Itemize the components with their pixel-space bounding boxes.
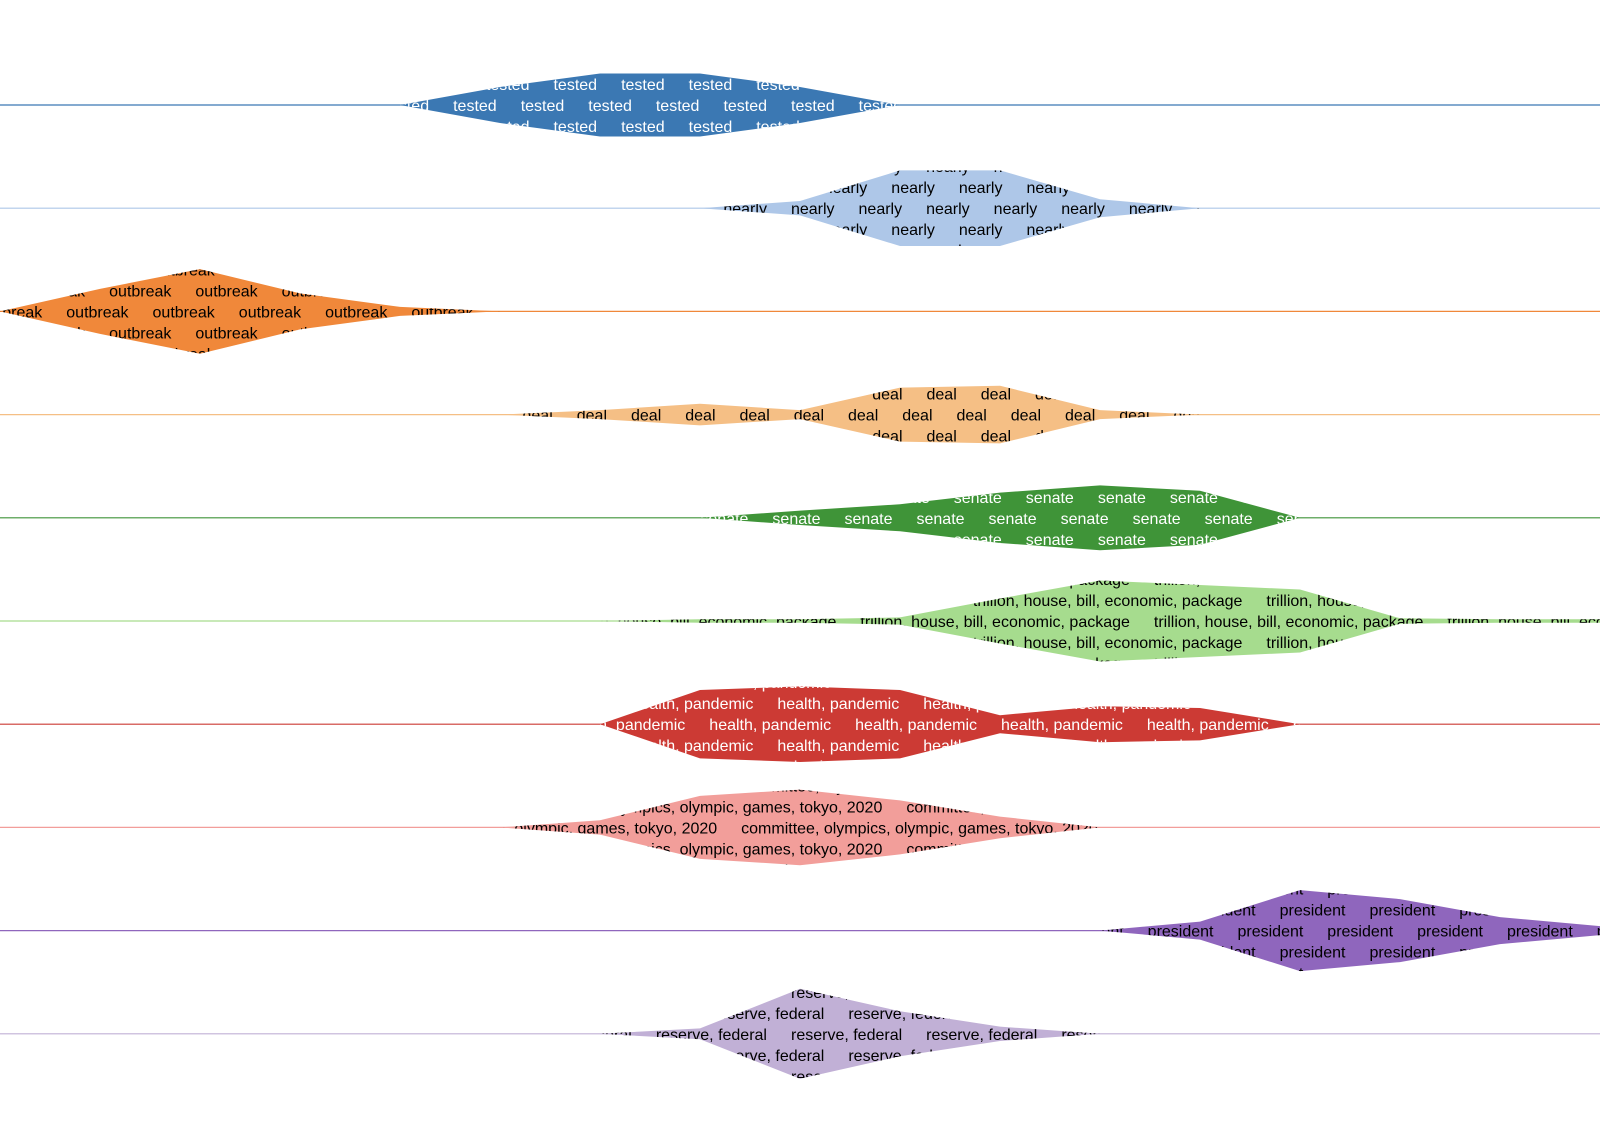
band-word-row: trillion, house, bill, economic, package… (0, 593, 1600, 610)
band-word-row: president president president president … (0, 882, 1600, 899)
stream-band (0, 269, 1600, 354)
band-word-row: president president president president … (0, 945, 1600, 962)
stream-band-group: president president president president … (0, 882, 1600, 983)
band-word-row: reserve, federal reserve, federal reserv… (0, 1048, 1600, 1065)
band-word-row: health, pandemic health, pandemic health… (0, 759, 1600, 776)
stream-band-group: senate senate senate senate senate senat… (0, 469, 1600, 570)
stream-band (0, 686, 1600, 762)
band-word-row: senate senate senate senate senate senat… (0, 469, 1600, 486)
band-word-row: tested tested tested tested tested teste… (0, 119, 1600, 136)
band-word-row: senate senate senate senate senate senat… (0, 553, 1600, 570)
stream-band-group: nearly nearly nearly nearly nearly nearl… (0, 159, 1600, 260)
stream-band (0, 385, 1600, 444)
band-word-row: health, pandemic health, pandemic health… (0, 696, 1600, 713)
band-word-row: outbreak outbreak outbreak outbreak outb… (0, 283, 1600, 300)
band-word-row: deal deal deal deal deal deal deal deal … (0, 387, 1499, 404)
band-word-row: committee, olympics, olympic, games, tok… (0, 820, 1600, 837)
band-word-row: president president president president … (0, 924, 1600, 941)
band-word-row: tested tested tested tested tested teste… (0, 98, 1600, 115)
band-word-row: committee, olympics, olympic, games, tok… (0, 799, 1600, 816)
stream-band-group: trillion, house, bill, economic, package… (0, 572, 1600, 673)
band-word-row: reserve, federal reserve, federal reserv… (0, 1006, 1600, 1023)
band-word-row: nearly nearly nearly nearly nearly nearl… (0, 159, 1600, 176)
band-word-row: tested tested tested tested tested teste… (0, 56, 1600, 73)
band-word-row: nearly nearly nearly nearly nearly nearl… (0, 222, 1600, 239)
band-word-row: committee, olympics, olympic, games, tok… (0, 778, 1600, 795)
band-word-row: outbreak outbreak outbreak outbreak outb… (0, 262, 1600, 279)
band-word-row: reserve, federal reserve, federal reserv… (0, 1027, 1600, 1044)
band-word-row: health, pandemic health, pandemic health… (0, 717, 1600, 734)
band-word-row: nearly nearly nearly nearly nearly nearl… (0, 180, 1600, 197)
band-word-row: deal deal deal deal deal deal deal deal … (0, 429, 1499, 446)
stream-band (0, 789, 1600, 866)
stream-band-group: outbreak outbreak outbreak outbreak outb… (0, 262, 1600, 363)
stream-band-group: health, pandemic health, pandemic health… (0, 675, 1600, 776)
band-word-row: committee, olympics, olympic, games, tok… (0, 862, 1600, 879)
band-word-row: trillion, house, bill, economic, package… (0, 635, 1600, 652)
band-word-row: senate senate senate senate senate senat… (0, 490, 1600, 507)
stream-band-group: reserve, federal reserve, federal reserv… (0, 985, 1600, 1086)
band-word-row: health, pandemic health, pandemic health… (0, 675, 1600, 692)
band-word-row: president president president president … (0, 966, 1600, 983)
stream-band (0, 73, 1600, 137)
band-word-row: senate senate senate senate senate senat… (0, 511, 1600, 528)
band-word-row: senate senate senate senate senate senat… (0, 532, 1600, 549)
band-word-row: trillion, house, bill, economic, package… (0, 614, 1600, 631)
stream-band (0, 170, 1600, 246)
band-word-row: president president president president … (0, 903, 1600, 920)
band-word-row: outbreak outbreak outbreak outbreak outb… (0, 325, 1600, 342)
band-word-row: outbreak outbreak outbreak outbreak outb… (0, 304, 1600, 321)
band-word-row: committee, olympics, olympic, games, tok… (0, 841, 1600, 858)
stream-band (0, 485, 1600, 551)
band-word-row: deal deal deal deal deal deal deal deal … (0, 450, 1529, 467)
band-word-row: deal deal deal deal deal deal deal deal … (0, 366, 1529, 383)
band-word-row: tested tested tested tested tested teste… (0, 140, 1600, 157)
band-word-row: tested tested tested tested tested teste… (0, 77, 1600, 94)
stream-band (0, 890, 1600, 972)
band-word-row: nearly nearly nearly nearly nearly nearl… (0, 243, 1600, 260)
band-word-row: reserve, federal reserve, federal reserv… (0, 985, 1600, 1002)
band-word-row: trillion, house, bill, economic, package… (0, 572, 1600, 589)
stream-band-group: deal deal deal deal deal deal deal deal … (0, 366, 1600, 467)
stream-band-group: tested tested tested tested tested teste… (0, 56, 1600, 157)
stream-band (0, 988, 1600, 1079)
band-word-row: trillion, house, bill, economic, package… (0, 656, 1600, 673)
band-word-row: outbreak outbreak outbreak outbreak outb… (0, 346, 1600, 363)
stream-band-group: committee, olympics, olympic, games, tok… (0, 778, 1600, 879)
band-word-row: nearly nearly nearly nearly nearly nearl… (0, 201, 1600, 218)
stream-band (0, 580, 1600, 662)
band-word-row: health, pandemic health, pandemic health… (0, 738, 1600, 755)
band-word-row: reserve, federal reserve, federal reserv… (0, 1069, 1600, 1086)
band-word-row: deal deal deal deal deal deal deal deal … (0, 408, 1529, 425)
